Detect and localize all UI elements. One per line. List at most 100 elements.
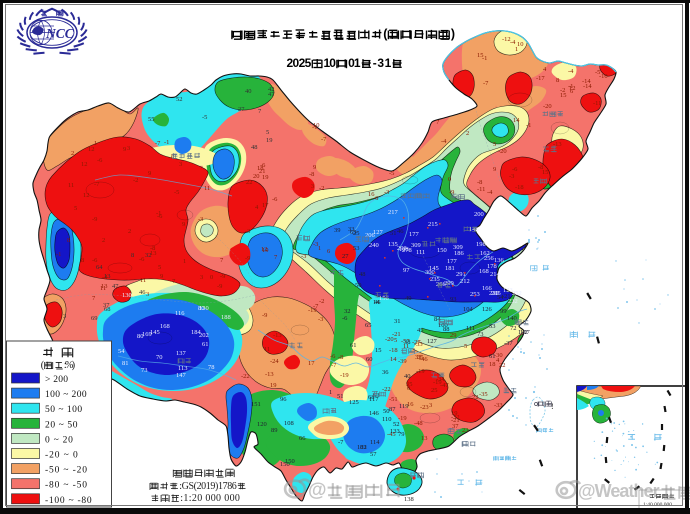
svg-text:57: 57 [370, 451, 377, 458]
svg-text:217: 217 [388, 209, 399, 216]
svg-text:20: 20 [253, 173, 260, 180]
svg-text:-20: -20 [385, 336, 394, 343]
svg-text:6: 6 [570, 88, 574, 95]
svg-text:-1: -1 [312, 124, 317, 131]
svg-text:15: 15 [560, 92, 567, 99]
svg-text:-11: -11 [593, 100, 601, 107]
svg-text:-37: -37 [504, 340, 513, 347]
svg-text:108: 108 [284, 420, 294, 427]
svg-text:-27: -27 [412, 339, 421, 346]
svg-text:3: 3 [146, 291, 149, 298]
svg-text:7: 7 [274, 254, 278, 261]
svg-text:52: 52 [393, 421, 400, 428]
svg-text:100: 100 [438, 322, 448, 329]
svg-text:12: 12 [569, 85, 576, 92]
svg-text:232: 232 [508, 298, 518, 305]
svg-text:-19: -19 [416, 368, 425, 375]
svg-text:-13: -13 [273, 332, 282, 339]
svg-text:): ) [451, 27, 455, 41]
svg-text:3: 3 [429, 402, 432, 409]
svg-text:9: 9 [148, 170, 151, 177]
svg-text:19: 19 [270, 382, 277, 389]
svg-text:14: 14 [513, 117, 520, 124]
svg-text:-2: -2 [319, 185, 324, 192]
svg-text:-13: -13 [553, 141, 562, 148]
svg-text:73: 73 [141, 367, 148, 374]
svg-text:13: 13 [150, 250, 157, 257]
svg-text:2025: 2025 [287, 56, 312, 70]
svg-text:5: 5 [74, 205, 77, 212]
svg-text:2: 2 [71, 150, 74, 157]
svg-text:1: 1 [183, 258, 186, 265]
svg-text:50: 50 [383, 408, 390, 415]
svg-text:-30: -30 [494, 352, 503, 359]
svg-text:-10: -10 [599, 73, 608, 80]
svg-text:133: 133 [390, 428, 400, 435]
svg-text:7: 7 [220, 257, 224, 264]
svg-text:-3: -3 [245, 228, 250, 235]
svg-text:309: 309 [411, 242, 421, 249]
svg-text:-3: -3 [509, 173, 514, 180]
svg-text:-3: -3 [313, 241, 318, 248]
svg-text:70: 70 [156, 354, 163, 361]
svg-text:8: 8 [67, 237, 70, 244]
svg-text:-1: -1 [56, 251, 61, 258]
svg-text:-13: -13 [265, 371, 274, 378]
svg-text:138: 138 [404, 496, 414, 503]
svg-text:96: 96 [280, 396, 287, 403]
svg-text:27: 27 [342, 253, 349, 260]
svg-text:11: 11 [264, 346, 270, 353]
svg-text:35: 35 [417, 354, 424, 361]
svg-text:-21: -21 [392, 331, 401, 338]
svg-text:-80 ~ -50: -80 ~ -50 [45, 481, 87, 491]
svg-text:12: 12 [261, 246, 268, 253]
svg-text:97: 97 [403, 267, 410, 274]
svg-text:10: 10 [517, 41, 524, 48]
svg-text:-5: -5 [595, 69, 600, 76]
svg-text:!: ! [551, 402, 554, 411]
svg-text:-20: -20 [543, 103, 552, 110]
svg-text:-8: -8 [538, 164, 543, 171]
svg-text:-50 ~ -20: -50 ~ -20 [45, 466, 87, 476]
svg-text:147: 147 [176, 372, 187, 379]
svg-text:-14: -14 [583, 83, 592, 90]
svg-text:-7: -7 [94, 181, 100, 188]
svg-text:46: 46 [397, 228, 404, 235]
svg-text:142: 142 [518, 329, 528, 336]
svg-text:9: 9 [160, 273, 163, 280]
svg-text:-6: -6 [139, 256, 145, 263]
svg-text:111: 111 [416, 249, 425, 256]
svg-text:10: 10 [313, 122, 320, 129]
svg-text:47: 47 [112, 283, 119, 290]
svg-text:205: 205 [491, 290, 501, 297]
svg-text:-9: -9 [449, 189, 454, 196]
svg-text:61: 61 [202, 341, 209, 348]
svg-text:89: 89 [271, 427, 278, 434]
svg-text:-6: -6 [92, 257, 98, 264]
svg-text:51: 51 [337, 393, 344, 400]
svg-text:-21: -21 [451, 417, 460, 424]
svg-text:78: 78 [208, 364, 215, 371]
svg-text:-33: -33 [414, 341, 423, 348]
svg-text:-1: -1 [164, 139, 169, 146]
svg-text:80: 80 [198, 305, 205, 312]
svg-text:-7: -7 [313, 303, 319, 310]
svg-text:102: 102 [357, 444, 367, 451]
svg-text:7: 7 [258, 108, 262, 115]
svg-text:40: 40 [404, 373, 411, 380]
svg-text:11: 11 [100, 285, 106, 292]
svg-text:-6: -6 [272, 196, 278, 203]
svg-text:198: 198 [476, 241, 486, 248]
svg-text:5: 5 [158, 264, 161, 271]
svg-text:-46: -46 [419, 356, 428, 363]
svg-text:61: 61 [350, 342, 357, 349]
svg-text:19: 19 [266, 137, 273, 144]
svg-text:-45: -45 [387, 431, 396, 438]
svg-text:47: 47 [268, 91, 275, 98]
svg-text:1: 1 [329, 389, 332, 396]
svg-text:39: 39 [334, 227, 341, 234]
svg-text:104: 104 [463, 306, 474, 313]
svg-text:0 ~ 20: 0 ~ 20 [45, 435, 73, 445]
svg-text::%): :%) [64, 360, 75, 371]
svg-text:18: 18 [257, 165, 264, 172]
